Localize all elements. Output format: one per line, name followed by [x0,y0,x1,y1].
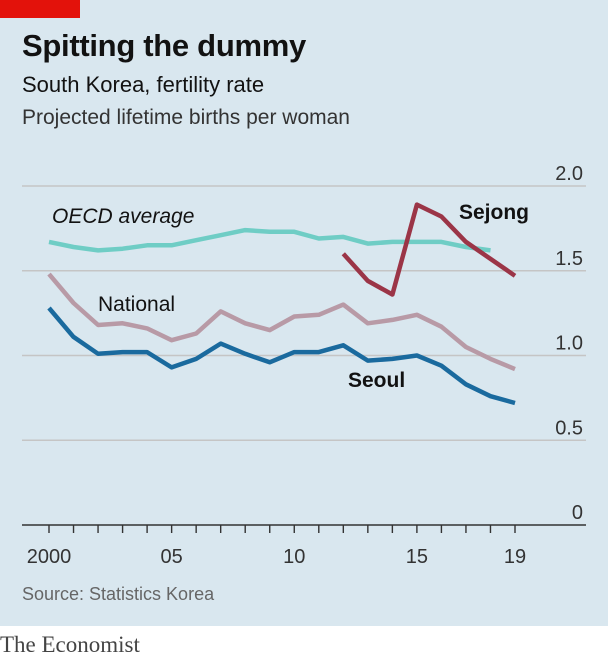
gridlines [22,185,586,441]
series-label-seoul: Seoul [348,369,405,392]
chart-subtitle: South Korea, fertility rate [22,72,265,97]
series-line-oecd-average [48,227,491,253]
series-label-oecd-average: OECD average [52,205,194,228]
line-chart: 0 0.5 1.0 1.5 2.0 2000 05 10 15 19 OECD average N… [22,163,586,568]
series-line-sejong [341,202,517,297]
series-labels: OECD average National Seoul Sejong [52,201,529,392]
series-label-national: National [98,293,175,316]
brand-red-tab [0,0,80,18]
series-lines [47,202,517,406]
y-tick-label: 2.0 [555,163,583,185]
y-tick-label: 1.5 [555,248,583,270]
y-tick-labels: 0 0.5 1.0 1.5 2.0 [555,163,583,524]
x-tick-label: 05 [161,546,183,568]
source-note: Source: Statistics Korea [22,584,215,604]
series-line-seoul [47,306,516,406]
y-tick-label: 1.0 [555,333,583,355]
y-tick-label: 0.5 [555,417,583,439]
series-label-sejong: Sejong [459,201,529,224]
x-tick-label: 10 [283,546,305,568]
x-tick-label: 19 [504,546,526,568]
chart-panel [0,0,608,626]
series-line-national [47,272,516,372]
x-tick-label: 2000 [27,546,72,568]
x-axis: 2000 05 10 15 19 [22,524,586,568]
y-axis-description: Projected lifetime births per woman [22,106,350,129]
x-tick-label: 15 [406,546,428,568]
chart-title: Spitting the dummy [22,28,306,63]
y-tick-label: 0 [572,502,583,524]
publisher-logo: The Economist [0,632,140,657]
